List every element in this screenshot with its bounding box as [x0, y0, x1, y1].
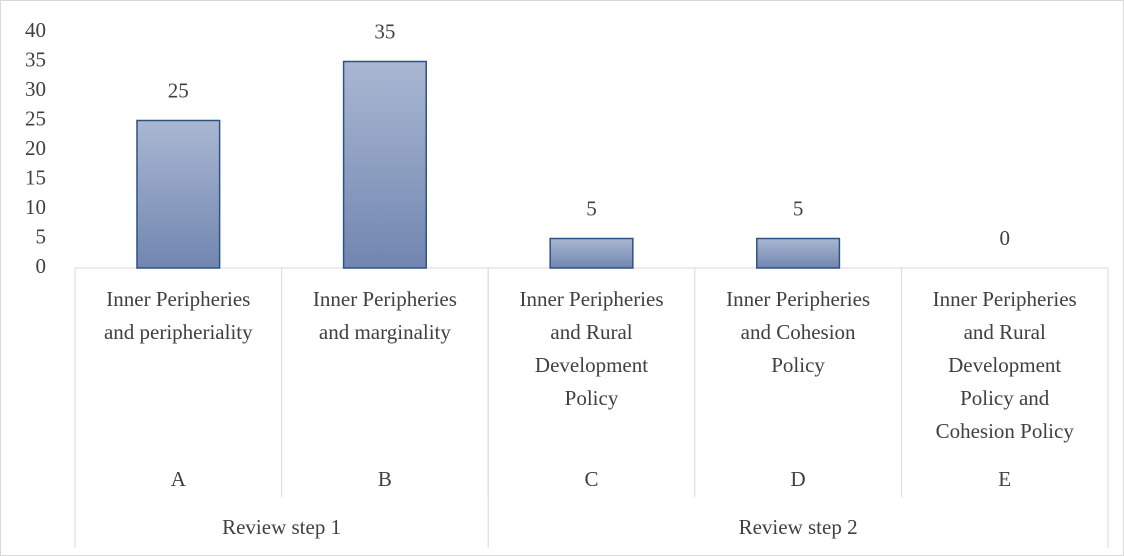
data-label: 35	[374, 19, 395, 43]
data-label: 5	[793, 196, 804, 220]
group-label: Review step 2	[739, 515, 858, 539]
y-tick-label: 25	[25, 106, 46, 130]
bar	[136, 119, 221, 269]
x-tick-label: and marginality	[319, 320, 451, 344]
x-tick-label: and Rural	[550, 320, 632, 344]
group-label: Review step 1	[222, 515, 341, 539]
x-tick-label: Policy	[771, 353, 825, 377]
data-label: 5	[586, 196, 597, 220]
data-label: 0	[999, 226, 1010, 250]
y-tick-label: 40	[25, 18, 46, 42]
y-tick-label: 30	[25, 77, 46, 101]
x-tick-label: and peripheriality	[104, 320, 253, 344]
bar	[342, 60, 427, 269]
x-tick-label: Inner Peripheries	[726, 287, 870, 311]
y-tick-label: 15	[25, 165, 46, 189]
subcategory-label: C	[584, 467, 598, 491]
y-tick-label: 35	[25, 47, 46, 71]
x-tick-label: Inner Peripheries	[106, 287, 250, 311]
x-tick-label: and Cohesion	[741, 320, 856, 344]
bar	[549, 237, 634, 269]
subcategory-label: B	[378, 467, 392, 491]
y-tick-label: 0	[36, 254, 47, 278]
subcategory-label: E	[998, 467, 1011, 491]
x-tick-label: Inner Peripheries	[313, 287, 457, 311]
y-tick-label: 5	[36, 224, 47, 248]
x-tick-label: and Rural	[964, 320, 1046, 344]
x-tick-label: Policy	[565, 386, 619, 410]
x-tick-label: Development	[948, 353, 1061, 377]
x-tick-label: Policy and	[960, 386, 1050, 410]
bar	[756, 237, 841, 269]
x-tick-label: Development	[535, 353, 648, 377]
data-label: 25	[168, 78, 189, 102]
y-tick-label: 20	[25, 136, 46, 160]
subcategory-label: D	[791, 467, 806, 491]
x-tick-label: Inner Peripheries	[933, 287, 1077, 311]
y-tick-label: 10	[25, 195, 46, 219]
x-tick-label: Inner Peripheries	[519, 287, 663, 311]
x-tick-label: Cohesion Policy	[936, 419, 1075, 443]
subcategory-label: A	[171, 467, 187, 491]
